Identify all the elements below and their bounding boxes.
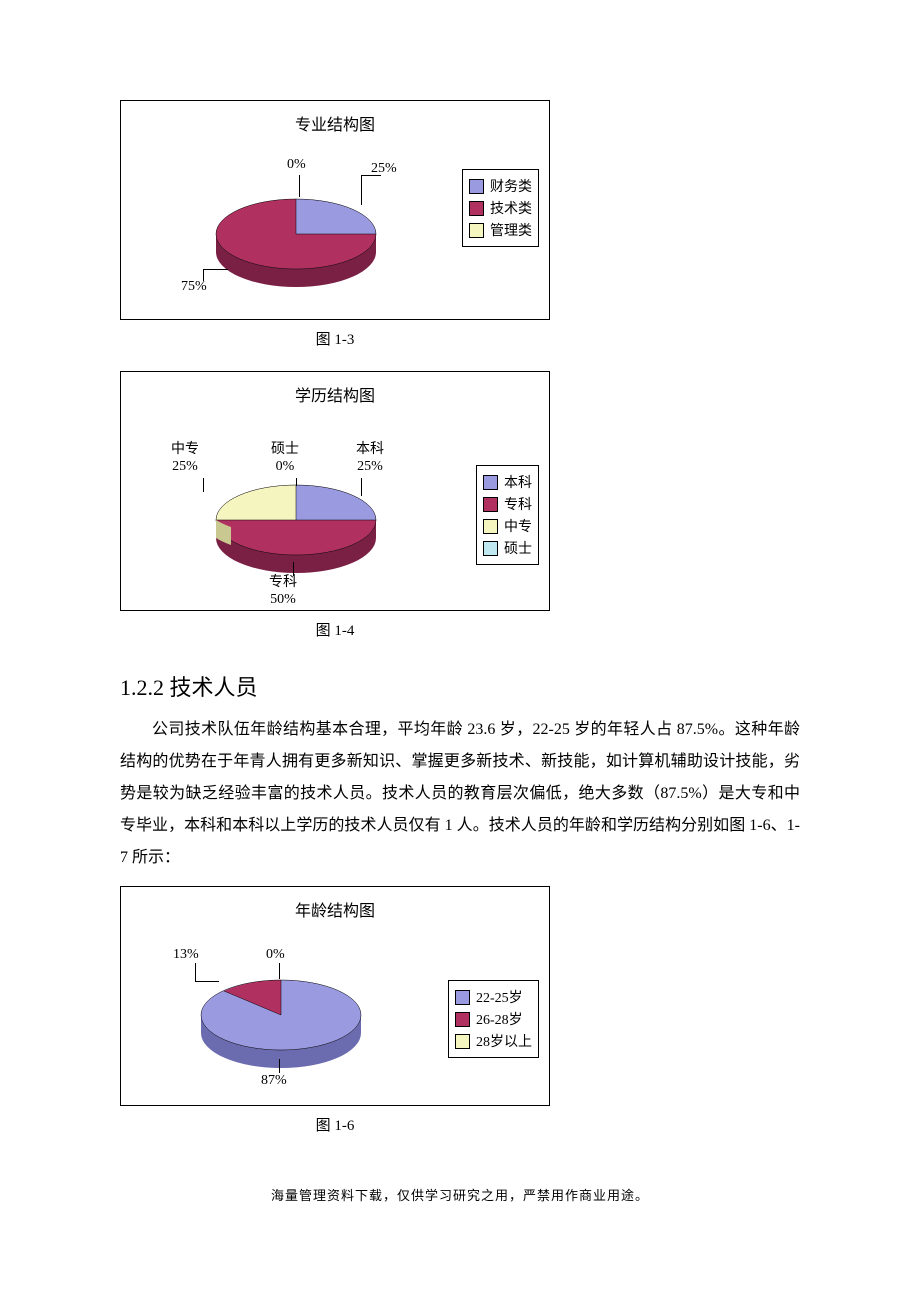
- swatch-icon: [483, 541, 498, 556]
- chart-1-title: 专业结构图: [121, 101, 549, 139]
- swatch-icon: [455, 1012, 470, 1027]
- legend-item-zhuanke: 专科: [483, 494, 532, 514]
- swatch-icon: [483, 519, 498, 534]
- page-footer: 海量管理资料下载，仅供学习研究之用，严禁用作商业用途。: [120, 1185, 800, 1204]
- chart-1-label-0pct: 0%: [287, 157, 306, 174]
- chart-2-caption: 图 1-4: [120, 619, 550, 640]
- legend-item-guanli: 管理类: [469, 220, 532, 240]
- chart-3-box: 年龄结构图 13% 0% 87%: [120, 886, 550, 1106]
- legend-item-benke: 本科: [483, 472, 532, 492]
- chart-3-label-87pct: 87%: [261, 1073, 287, 1090]
- chart-2-label-shuoshi: 硕士0%: [271, 442, 299, 476]
- swatch-icon: [483, 475, 498, 490]
- legend-label: 专科: [504, 494, 532, 514]
- chart-1-box: 专业结构图 0: [120, 100, 550, 320]
- chart-3-caption: 图 1-6: [120, 1114, 550, 1135]
- legend-item-shuoshi: 硕士: [483, 538, 532, 558]
- chart-1-caption: 图 1-3: [120, 328, 550, 349]
- section-heading: 1.2.2 技术人员: [120, 670, 800, 702]
- legend-label: 22-25岁: [476, 987, 523, 1007]
- legend-label: 硕士: [504, 538, 532, 558]
- legend-label: 26-28岁: [476, 1009, 523, 1029]
- legend-item-28plus: 28岁以上: [455, 1031, 532, 1051]
- chart-1-body: 0% 25% 75% 财务类 技术类 管理类: [121, 139, 549, 319]
- chart-3-body: 13% 0% 87% 22-25岁 26-28岁 28岁以上: [121, 925, 549, 1105]
- legend-item-26-28: 26-28岁: [455, 1009, 532, 1029]
- chart-2-title: 学历结构图: [121, 372, 549, 410]
- legend-item-caiwu: 财务类: [469, 176, 532, 196]
- chart-2-label-benke: 本科25%: [356, 442, 384, 476]
- chart-3-pie: [196, 975, 366, 1075]
- chart-3-legend: 22-25岁 26-28岁 28岁以上: [448, 980, 539, 1058]
- legend-label: 技术类: [490, 198, 532, 218]
- legend-item-jishu: 技术类: [469, 198, 532, 218]
- legend-label: 中专: [504, 516, 532, 536]
- legend-label: 28岁以上: [476, 1031, 532, 1051]
- swatch-icon: [469, 223, 484, 238]
- chart-2-box: 学历结构图: [120, 371, 550, 611]
- chart-1-legend: 财务类 技术类 管理类: [462, 169, 539, 247]
- chart-2-label-zhuanke: 专科50%: [269, 575, 297, 609]
- swatch-icon: [455, 1034, 470, 1049]
- legend-label: 本科: [504, 472, 532, 492]
- swatch-icon: [469, 201, 484, 216]
- swatch-icon: [483, 497, 498, 512]
- swatch-icon: [455, 990, 470, 1005]
- chart-3-label-0pct: 0%: [266, 947, 285, 964]
- legend-item-zhongzhuan: 中专: [483, 516, 532, 536]
- legend-item-22-25: 22-25岁: [455, 987, 532, 1007]
- chart-2-pie: [211, 480, 381, 580]
- swatch-icon: [469, 179, 484, 194]
- chart-3-title: 年龄结构图: [121, 887, 549, 925]
- chart-2-body: 中专25% 硕士0% 本科25% 专科50% 本科: [121, 410, 549, 610]
- legend-label: 财务类: [490, 176, 532, 196]
- chart-2-legend: 本科 专科 中专 硕士: [476, 465, 539, 565]
- chart-2-label-zhongzhuan: 中专25%: [171, 442, 199, 476]
- document-page: 专业结构图 0: [0, 0, 920, 1244]
- chart-1-pie: [211, 194, 381, 294]
- section-paragraph: 公司技术队伍年龄结构基本合理，平均年龄 23.6 岁，22-25 岁的年轻人占 …: [120, 714, 800, 874]
- chart-1-label-75pct: 75%: [181, 279, 207, 296]
- legend-label: 管理类: [490, 220, 532, 240]
- chart-3-label-13pct: 13%: [173, 947, 199, 964]
